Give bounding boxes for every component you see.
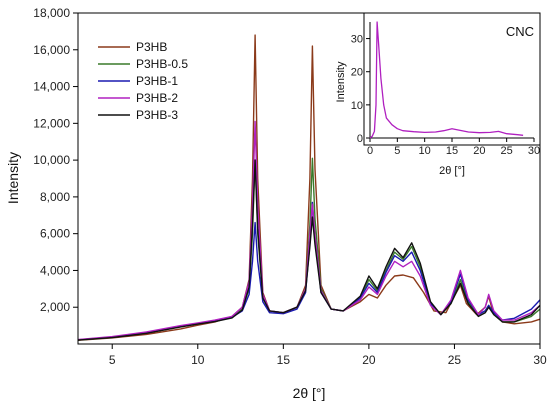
inset-x-tick-label: 25 [501,145,513,157]
inset-ylabel: Intensity [335,61,347,102]
inset-y-tick-label: 10 [351,100,363,112]
y-tick-label: 10,000 [33,153,70,167]
legend: P3HB P3HB-0.5 P3HB-1 P3HB-2 P3HB-3 [98,40,188,122]
inset-x-tick-label: 30 [528,145,540,157]
inset-x-tick-label: 0 [367,145,373,157]
main-plot-frame [77,12,541,345]
x-tick-label: 20 [362,353,376,367]
inset-x-tick-label: 5 [394,145,400,157]
main-xlabel: 2θ [°] [293,385,326,401]
x-tick-label: 30 [533,353,547,367]
legend-label-p3hb-3: P3HB-3 [136,108,178,122]
inset-y-tick-label: 0 [357,133,363,145]
series-line-p3hb-1 [77,201,541,341]
y-tick-label: 8,000 [40,190,70,204]
inset-x-tick-label: 10 [419,145,431,157]
inset-x-tick-label: 15 [446,145,458,157]
y-tick-label: 4,000 [40,263,70,277]
inset-x-tick-label: 20 [473,145,485,157]
y-tick-label: 16,000 [33,43,70,57]
inset-series-line [369,21,524,139]
inset-y-tick-label: 20 [351,67,363,79]
x-tick-label: 15 [277,353,291,367]
x-tick-label: 25 [448,353,462,367]
series-line-p3hb-3 [77,159,541,341]
y-tick-label: 18,000 [33,6,70,20]
inset-xlabel: 2θ [°] [439,165,465,177]
inset-frame [363,12,541,146]
y-tick-label: 2,000 [40,300,70,314]
x-tick-label: 10 [191,353,205,367]
main-ylabel: Intensity [5,152,21,204]
legend-label-p3hb: P3HB [136,40,167,54]
y-tick-label: 14,000 [33,80,70,94]
legend-label-p3hb-2: P3HB-2 [136,91,178,105]
y-tick-label: 12,000 [33,116,70,130]
legend-label-p3hb-1: P3HB-1 [136,74,178,88]
inset-chart: 0 5 10 15 20 25 30 0 10 20 30 Intensity 2θ [°] CNC [335,12,541,177]
inset-y-tick-label: 30 [351,34,363,46]
x-tick-label: 5 [109,353,116,367]
legend-label-p3hb-0-5: P3HB-0.5 [136,57,188,71]
y-tick-label: 6,000 [40,227,70,241]
inset-sample-label: CNC [506,24,534,39]
